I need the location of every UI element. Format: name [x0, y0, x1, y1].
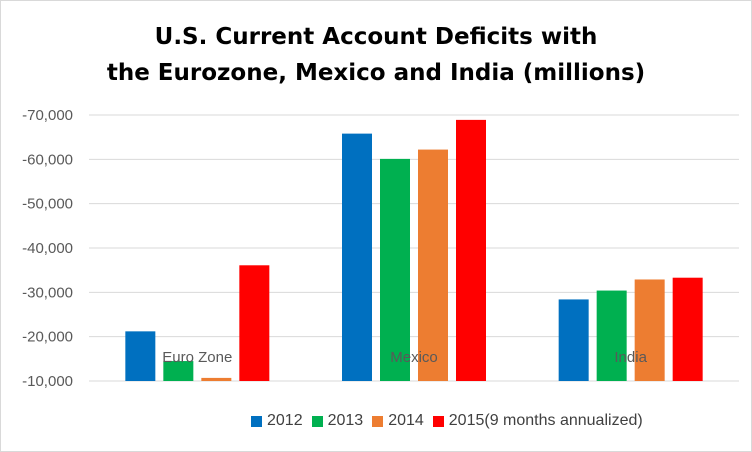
legend-item: 2015(9 months annualized) [432, 412, 643, 430]
bar-euro-zone-2015 [239, 265, 270, 381]
chart-title-line-1: U.S. Current Account Deficits with [154, 24, 598, 50]
legend-item: 2012 [251, 412, 303, 430]
y-tick-label: -20,000 [22, 329, 73, 346]
bar-india-2014 [634, 279, 665, 381]
legend-swatch [251, 415, 262, 427]
legend-label: 2013 [327, 412, 364, 429]
y-tick-label: -30,000 [22, 284, 73, 301]
legend-item: 2013 [311, 412, 364, 430]
legend: 2012 2013 2014 2015(9 months annualized) [251, 410, 652, 432]
y-tick-label: -40,000 [22, 240, 73, 257]
y-tick-label: -70,000 [22, 107, 73, 124]
category-label: Euro Zone [162, 349, 232, 366]
legend-swatch [311, 415, 323, 427]
bar-india-2015 [672, 277, 703, 381]
bar-mexico-2014 [418, 149, 448, 381]
category-label: India [614, 349, 647, 366]
legend-item: 2014 [372, 412, 424, 430]
y-tick-label: -10,000 [22, 373, 73, 390]
chart-title: U.S. Current Account Deficits with the E… [1, 19, 751, 91]
bar-mexico-2015 [456, 119, 486, 382]
bar-mexico-2013 [380, 158, 410, 381]
bar-india-2012 [558, 299, 589, 381]
bar-euro-zone-2014 [201, 377, 232, 381]
y-tick-label: -50,000 [22, 196, 73, 213]
chart-title-line-2: the Eurozone, Mexico and India (millions… [106, 60, 646, 86]
category-label: Mexico [390, 349, 438, 366]
bar-euro-zone-2012 [125, 331, 156, 381]
legend-label: 2015(9 months annualized) [448, 412, 643, 429]
bar-mexico-2012 [342, 133, 372, 381]
legend-swatch [432, 415, 444, 427]
bar-euro-zone-2013 [163, 361, 194, 381]
legend-swatch [372, 415, 384, 427]
y-tick-label: -60,000 [22, 151, 73, 168]
legend-label: 2014 [388, 412, 424, 429]
legend-label: 2012 [267, 412, 303, 429]
bar-india-2013 [596, 290, 627, 381]
